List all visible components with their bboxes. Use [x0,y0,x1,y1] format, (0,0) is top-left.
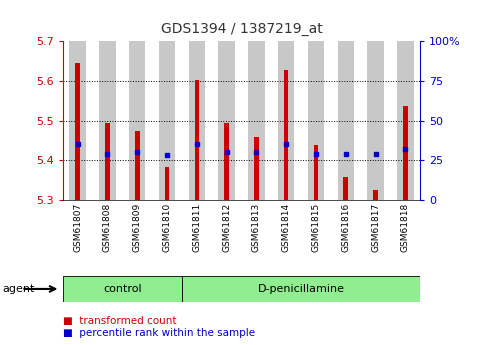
Bar [63,276,182,302]
Text: agent: agent [2,284,35,294]
Text: ■  transformed count: ■ transformed count [63,316,176,326]
Bar [373,190,378,200]
Bar [189,41,205,200]
Bar [224,123,229,200]
Bar [338,41,354,200]
Bar [75,63,80,200]
Bar [135,131,140,200]
Bar [403,106,408,200]
Bar [182,276,420,302]
Bar [99,41,115,200]
Bar [165,167,170,200]
Bar [308,41,324,200]
Bar [105,123,110,200]
Bar [70,41,86,200]
Bar [284,70,288,200]
Bar [195,80,199,200]
Text: ■  percentile rank within the sample: ■ percentile rank within the sample [63,328,255,338]
Bar [397,41,413,200]
Bar [254,137,259,200]
Bar [313,145,318,200]
Bar [248,41,265,200]
Text: D-penicillamine: D-penicillamine [257,284,344,294]
Title: GDS1394 / 1387219_at: GDS1394 / 1387219_at [161,22,322,36]
Bar [218,41,235,200]
Bar [129,41,145,200]
Bar [278,41,294,200]
Bar [159,41,175,200]
Bar [368,41,384,200]
Bar [343,177,348,200]
Text: control: control [103,284,142,294]
